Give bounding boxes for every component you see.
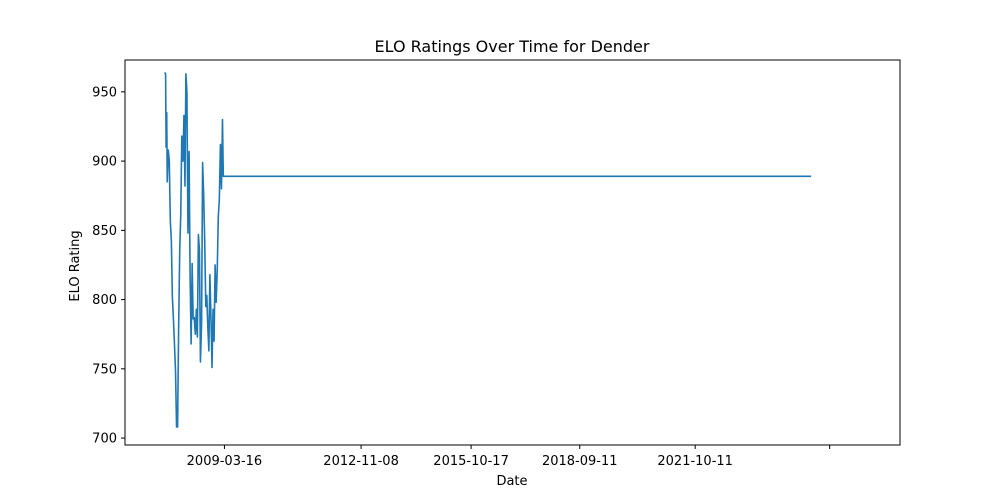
x-tick-label: 2021-10-11 bbox=[657, 454, 733, 469]
y-axis: 700 750 800 850 900 950 bbox=[92, 85, 125, 447]
y-tick-label: 950 bbox=[92, 85, 117, 100]
x-tick-label: 2018-09-11 bbox=[542, 454, 618, 469]
chart-title: ELO Ratings Over Time for Dender bbox=[375, 37, 650, 56]
x-axis-label: Date bbox=[496, 474, 527, 489]
x-tick-label: 2015-10-17 bbox=[433, 454, 509, 469]
series-line-0 bbox=[163, 71, 812, 428]
y-tick-label: 700 bbox=[92, 432, 117, 447]
plot-frame bbox=[124, 59, 901, 446]
y-axis-label: ELO Rating bbox=[68, 230, 83, 301]
x-tick-label: 2012-11-08 bbox=[323, 454, 399, 469]
y-tick-label: 900 bbox=[92, 155, 117, 170]
y-tick-label: 850 bbox=[92, 224, 117, 239]
x-axis: 2009-03-16 2012-11-08 2015-10-17 2018-09-11… bbox=[187, 445, 831, 469]
y-tick-label: 800 bbox=[92, 293, 117, 308]
x-tick-label: 2009-03-16 bbox=[187, 454, 263, 469]
y-tick-label: 750 bbox=[92, 362, 117, 377]
plot-area bbox=[124, 59, 901, 446]
